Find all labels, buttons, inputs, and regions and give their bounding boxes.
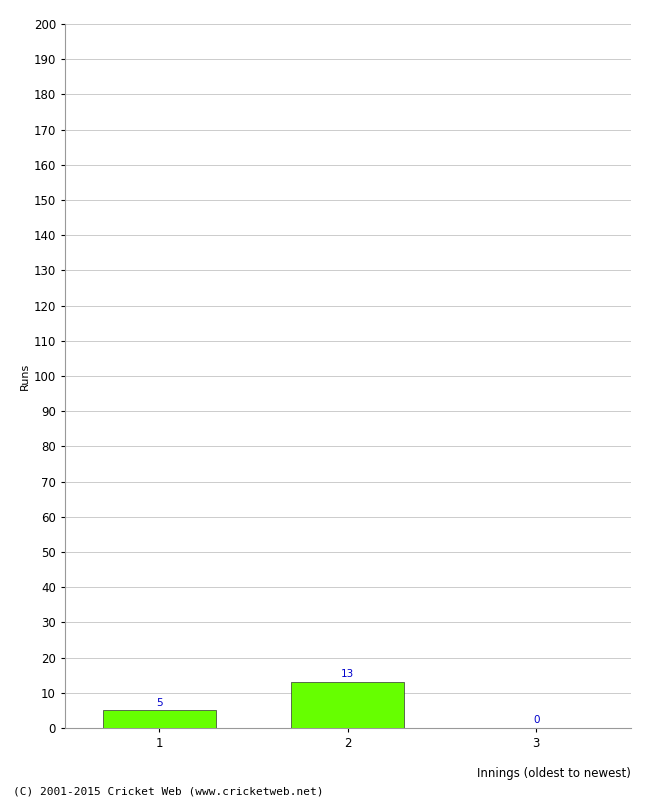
Bar — [291, 682, 404, 728]
Text: 0: 0 — [533, 715, 540, 725]
Y-axis label: Runs: Runs — [20, 362, 29, 390]
Text: 5: 5 — [156, 698, 162, 707]
Text: (C) 2001-2015 Cricket Web (www.cricketweb.net): (C) 2001-2015 Cricket Web (www.cricketwe… — [13, 786, 324, 796]
Text: Innings (oldest to newest): Innings (oldest to newest) — [476, 766, 630, 780]
Text: 13: 13 — [341, 670, 354, 679]
Bar — [103, 710, 216, 728]
